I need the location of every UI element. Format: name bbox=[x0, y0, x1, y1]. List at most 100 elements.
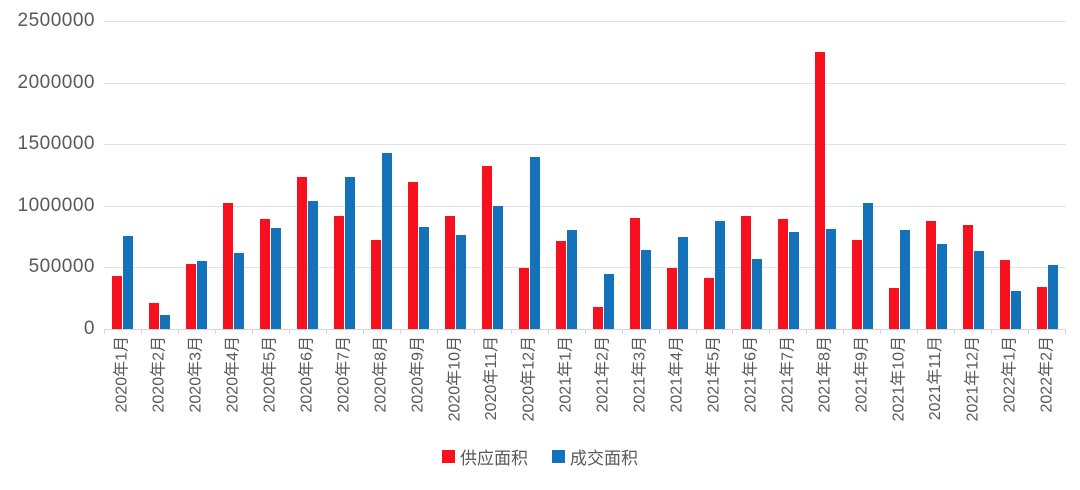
supply-bar bbox=[519, 268, 529, 329]
tick-mark bbox=[621, 329, 659, 334]
x-label-cell: 2021年3月 bbox=[622, 336, 659, 438]
bar-groups bbox=[104, 21, 1066, 329]
bar-group bbox=[474, 21, 511, 329]
y-tick-label: 2500000 bbox=[17, 10, 95, 31]
x-axis-label: 2021年4月 bbox=[668, 336, 686, 413]
x-label-cell: 2022年1月 bbox=[992, 336, 1029, 438]
x-label-cell: 2020年9月 bbox=[400, 336, 437, 438]
y-tick-label: 500000 bbox=[28, 256, 95, 278]
bar-group bbox=[511, 21, 548, 329]
bar-group bbox=[733, 21, 770, 329]
x-axis-label: 2021年2月 bbox=[594, 336, 612, 413]
bar-group bbox=[252, 21, 289, 329]
supply-bar bbox=[963, 224, 973, 329]
tick-mark bbox=[1028, 329, 1067, 334]
supply-bar bbox=[408, 181, 418, 329]
x-label-cell: 2020年12月 bbox=[511, 336, 548, 438]
x-label-cell: 2021年8月 bbox=[807, 336, 844, 438]
y-tick-label: 1000000 bbox=[17, 194, 95, 216]
x-axis-label: 2021年11月 bbox=[927, 336, 945, 421]
tick-mark bbox=[769, 329, 806, 334]
tick-mark bbox=[251, 329, 289, 334]
tick-mark bbox=[991, 329, 1028, 334]
transaction-bar bbox=[456, 235, 466, 329]
x-label-cell: 2020年10月 bbox=[437, 336, 474, 438]
x-label-cell: 2020年11月 bbox=[474, 336, 511, 438]
x-axis-label: 2020年8月 bbox=[372, 336, 390, 413]
x-label-cell: 2021年5月 bbox=[696, 336, 733, 438]
transaction-bar bbox=[530, 156, 540, 329]
x-axis-label: 2021年10月 bbox=[890, 336, 908, 422]
x-axis-label: 2020年2月 bbox=[150, 336, 168, 413]
supply-bar bbox=[1000, 260, 1010, 329]
transaction-bar bbox=[123, 235, 133, 329]
x-axis-label: 2020年10月 bbox=[446, 336, 464, 422]
bar-group bbox=[659, 21, 696, 329]
tick-mark bbox=[177, 329, 215, 334]
x-axis-label: 2020年4月 bbox=[224, 336, 242, 413]
x-label-cell: 2021年12月 bbox=[955, 336, 992, 438]
supply-bar bbox=[223, 202, 233, 329]
x-axis-label: 2020年6月 bbox=[298, 336, 316, 413]
x-label-cell: 2020年8月 bbox=[363, 336, 400, 438]
x-axis-label: 2020年7月 bbox=[335, 336, 353, 413]
tick-mark bbox=[140, 329, 178, 334]
transaction-bar bbox=[1048, 264, 1058, 329]
x-axis-label: 2020年1月 bbox=[113, 336, 131, 413]
gridline bbox=[104, 144, 1066, 146]
transaction-bar bbox=[900, 230, 910, 329]
transaction-bar bbox=[197, 260, 207, 329]
tick-mark bbox=[399, 329, 437, 334]
transaction-bar bbox=[641, 250, 651, 329]
x-axis-label: 2020年3月 bbox=[187, 336, 205, 413]
x-label-cell: 2020年1月 bbox=[104, 336, 141, 438]
legend-item-supply: 供应面积 bbox=[442, 444, 528, 469]
x-axis-label: 2021年7月 bbox=[779, 336, 797, 413]
bar-group bbox=[955, 21, 992, 329]
supply-bar bbox=[112, 276, 122, 329]
bar-group bbox=[178, 21, 215, 329]
supply-bar bbox=[334, 216, 344, 329]
supply-bar bbox=[297, 176, 307, 329]
legend-label-supply: 供应面积 bbox=[460, 449, 528, 468]
transaction-bar bbox=[604, 274, 614, 329]
x-axis-labels: 2020年1月 2020年2月 2020年3月 2020年4月 2020年5月 2020年… bbox=[104, 336, 1066, 438]
transaction-bar bbox=[567, 230, 577, 329]
supply-bar bbox=[149, 302, 159, 329]
bar-group bbox=[104, 21, 141, 329]
gridline bbox=[104, 82, 1066, 84]
x-label-cell: 2021年2月 bbox=[585, 336, 622, 438]
gridline bbox=[104, 267, 1066, 269]
tick-mark bbox=[806, 329, 843, 334]
x-axis-label: 2022年1月 bbox=[1001, 336, 1019, 413]
bar-group bbox=[622, 21, 659, 329]
supply-bar bbox=[704, 277, 714, 329]
x-axis-label: 2020年12月 bbox=[520, 336, 538, 422]
supply-bar bbox=[630, 218, 640, 329]
legend-swatch-supply bbox=[442, 450, 455, 463]
supply-bar bbox=[482, 166, 492, 329]
tick-mark bbox=[288, 329, 326, 334]
x-label-cell: 2020年5月 bbox=[252, 336, 289, 438]
supply-bar bbox=[186, 264, 196, 329]
x-label-cell: 2020年2月 bbox=[141, 336, 178, 438]
x-axis-label: 2021年5月 bbox=[705, 336, 723, 413]
x-label-cell: 2021年4月 bbox=[659, 336, 696, 438]
transaction-bar bbox=[271, 227, 281, 329]
tick-mark bbox=[473, 329, 511, 334]
x-label-cell: 2022年2月 bbox=[1029, 336, 1066, 438]
transaction-bar bbox=[752, 259, 762, 329]
bar-group bbox=[437, 21, 474, 329]
x-label-cell: 2021年9月 bbox=[844, 336, 881, 438]
supply-bar bbox=[445, 215, 455, 329]
transaction-bar bbox=[493, 206, 503, 329]
supply-bar bbox=[778, 219, 788, 329]
tick-mark bbox=[658, 329, 696, 334]
tick-mark bbox=[880, 329, 917, 334]
y-tick-label: 2000000 bbox=[17, 71, 95, 93]
bar-group bbox=[363, 21, 400, 329]
transaction-bar bbox=[160, 315, 170, 329]
x-axis-label: 2020年9月 bbox=[409, 336, 427, 413]
supply-bar bbox=[260, 219, 270, 329]
